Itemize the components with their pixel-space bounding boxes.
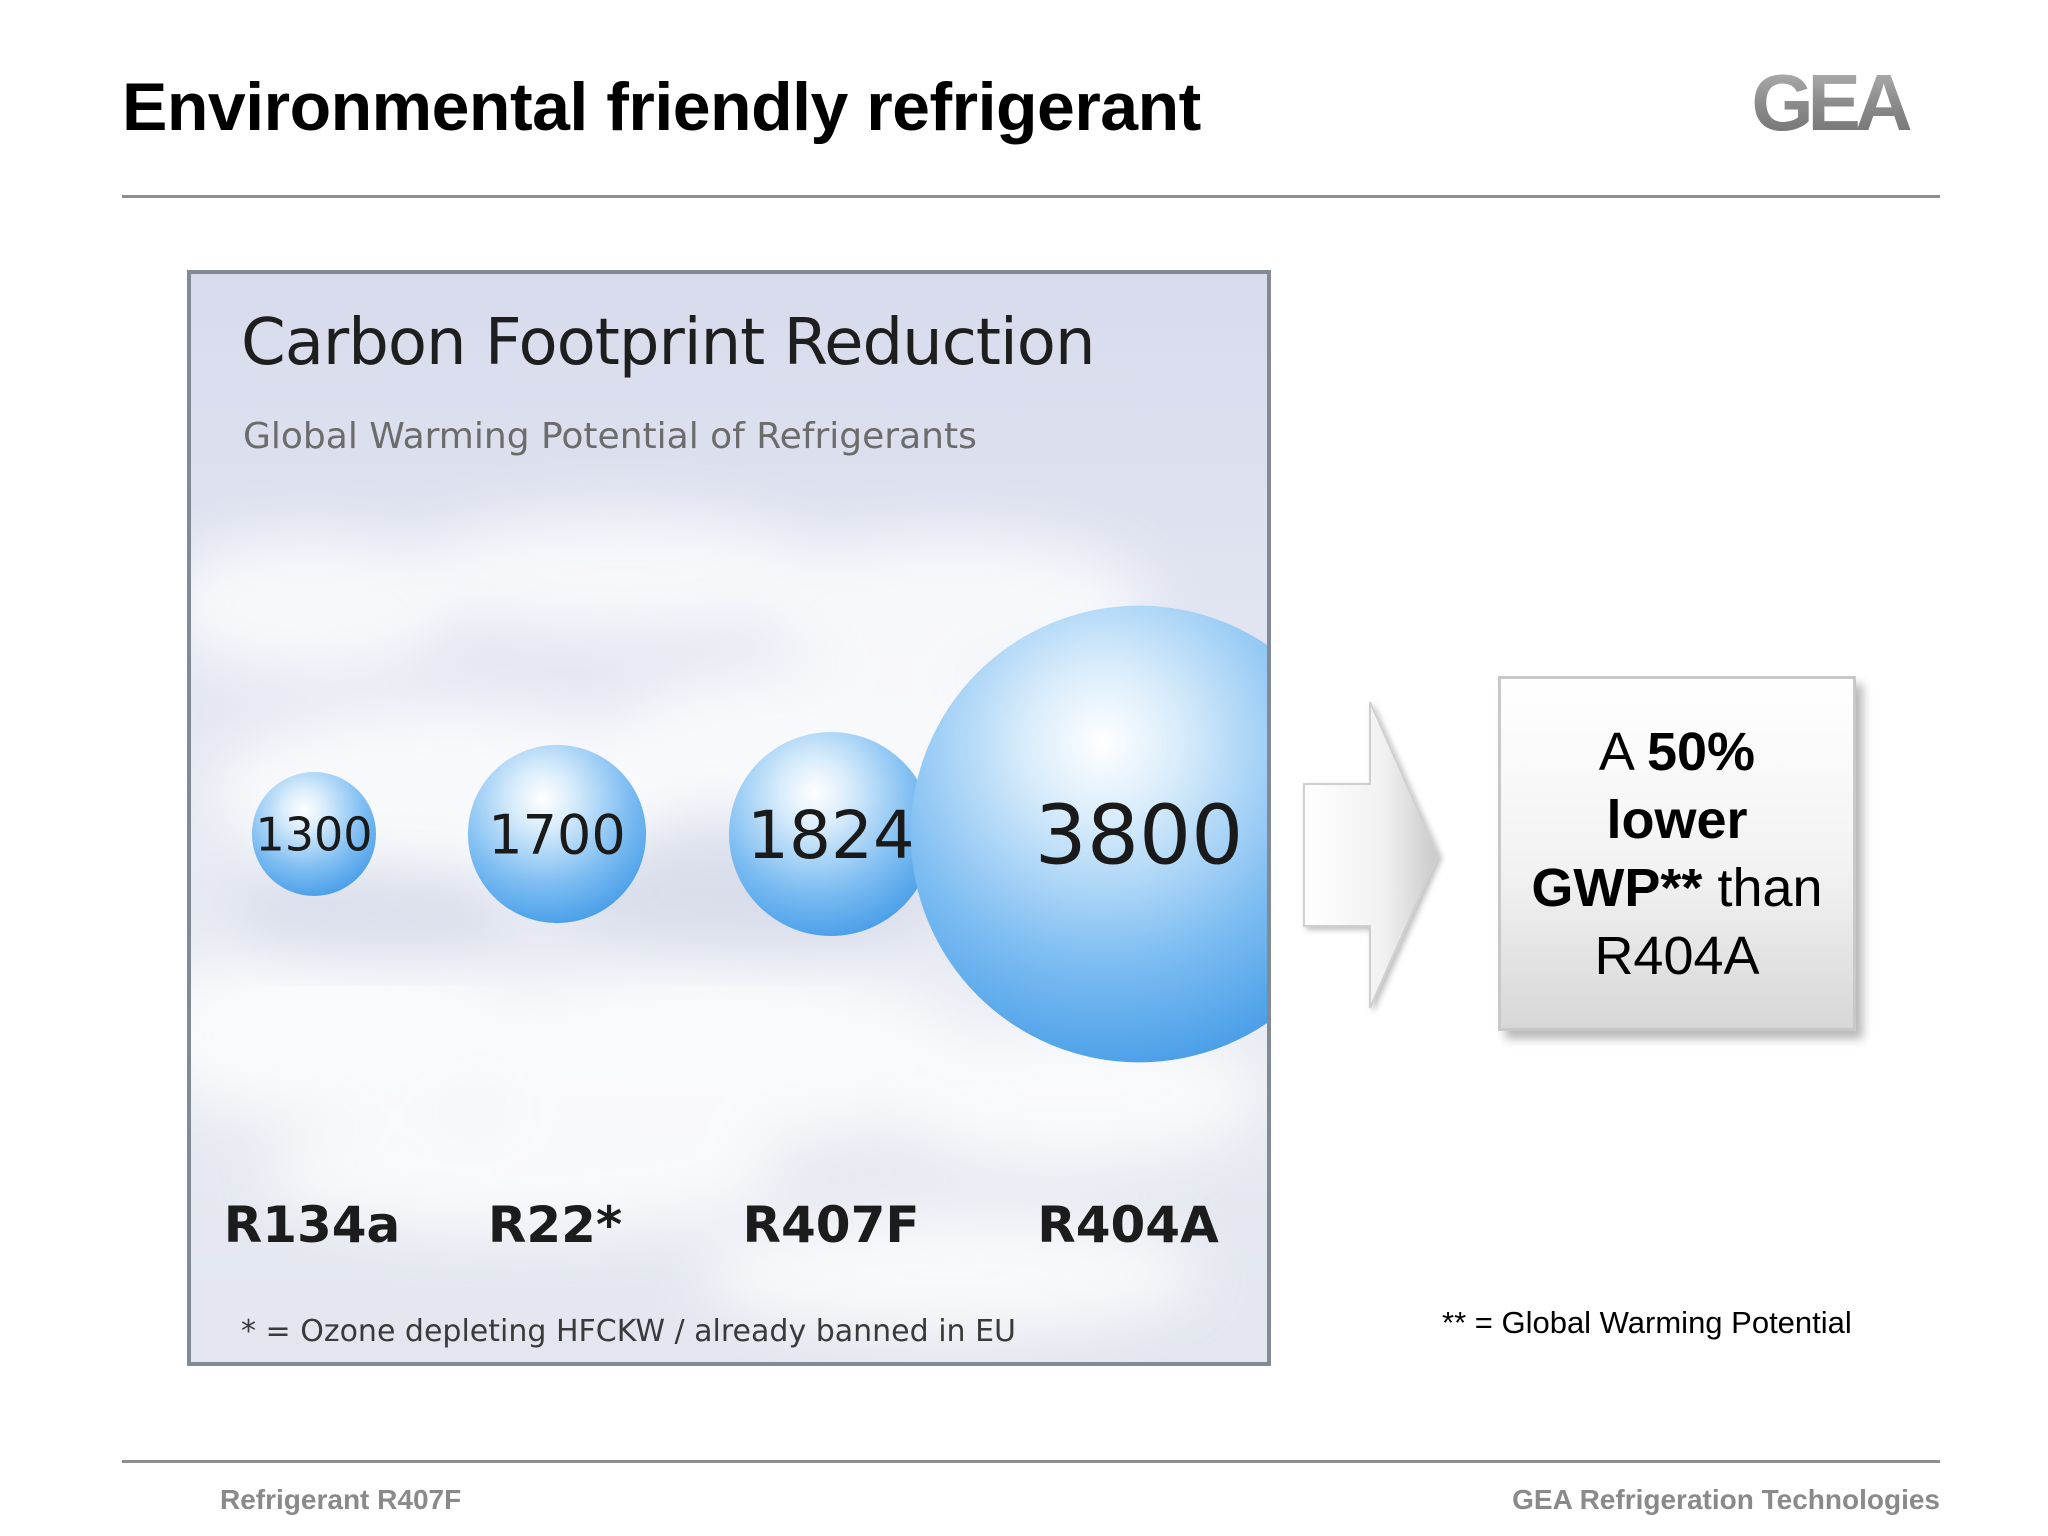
category-label: R22*: [487, 1196, 623, 1254]
category-label: R134a: [223, 1196, 401, 1254]
gwp-callout: A 50% lower GWP** than R404A: [1498, 676, 1856, 1031]
right-arrow-icon: [1303, 701, 1440, 1009]
chart-panel: Carbon Footprint Reduction Global Warmin…: [187, 270, 1271, 1366]
bubble-r134a: 1300: [252, 772, 376, 896]
footer-divider: [122, 1460, 1940, 1463]
bubble-circle: [467, 744, 647, 924]
header-divider: [122, 195, 1940, 198]
callout-text: A 50% lower GWP** than R404A: [1531, 718, 1822, 990]
bubble-r407f: 1824: [729, 732, 933, 936]
bubble-value-label: 1300: [255, 808, 372, 862]
callout-percent: 50%: [1646, 721, 1756, 782]
chart-title: Carbon Footprint Reduction: [241, 306, 1095, 380]
gwp-footnote: ** = Global Warming Potential: [1442, 1305, 1852, 1340]
logo-text: GEA: [1751, 64, 1911, 140]
callout-gwp: GWP**: [1531, 857, 1703, 918]
slide-title: Environmental friendly refrigerant: [122, 69, 1201, 145]
bubble-circle: [910, 605, 1267, 1063]
bubble-r404a: 3800: [910, 605, 1267, 1063]
bubble-plot: 1300 1700 1824 3800: [252, 605, 1267, 1063]
chart-subtitle: Global Warming Potential of Refrigerants: [243, 416, 977, 457]
callout-r404a: R404A: [1594, 925, 1760, 986]
category-label: R407F: [742, 1196, 920, 1254]
footer-right: GEA Refrigeration Technologies: [1512, 1484, 1940, 1515]
callout-lower: lower: [1606, 789, 1748, 850]
chart-footnote: * = Ozone depleting HFCKW / already bann…: [241, 1314, 1017, 1349]
bubble-value-label: 3800: [1035, 789, 1244, 884]
bubble-value-label: 1700: [488, 803, 625, 866]
gea-logo: GEA: [1751, 64, 1917, 140]
callout-prefix: A: [1598, 721, 1632, 782]
category-label: R404A: [1037, 1196, 1219, 1254]
callout-than: than: [1717, 857, 1823, 918]
bubble-circle: [729, 732, 933, 936]
bubble-value-label: 1824: [747, 797, 915, 874]
footer-left: Refrigerant R407F: [220, 1484, 462, 1515]
bubble-r22: 1700: [467, 744, 647, 924]
bubble-circle: [252, 772, 376, 896]
